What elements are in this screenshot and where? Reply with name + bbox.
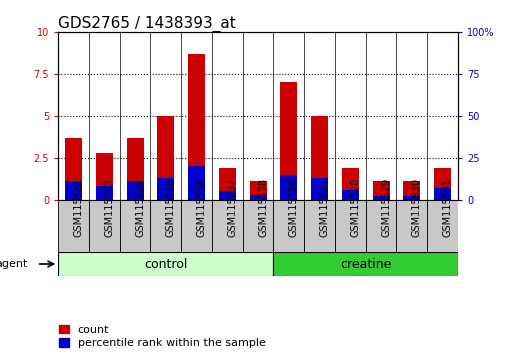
Bar <box>150 200 181 252</box>
Bar <box>65 138 82 200</box>
Bar <box>365 200 395 252</box>
Bar <box>126 181 143 200</box>
Text: GSM115534: GSM115534 <box>135 178 145 237</box>
Bar <box>273 200 304 252</box>
Text: GSM115528: GSM115528 <box>349 178 360 237</box>
Text: GSM115527: GSM115527 <box>319 178 329 237</box>
Bar <box>249 181 266 200</box>
Bar <box>181 200 212 252</box>
Bar <box>311 116 327 200</box>
Bar <box>372 181 389 200</box>
Text: GSM115535: GSM115535 <box>166 178 175 237</box>
Text: GSM115530: GSM115530 <box>411 178 421 237</box>
Bar <box>219 191 235 200</box>
Text: GSM115526: GSM115526 <box>288 178 298 237</box>
Bar <box>188 54 205 200</box>
Bar <box>402 196 420 200</box>
Bar <box>334 200 365 252</box>
Bar <box>280 175 296 200</box>
Text: GSM115536: GSM115536 <box>196 178 206 237</box>
Text: agent: agent <box>0 259 27 269</box>
Text: GSM115529: GSM115529 <box>380 178 390 237</box>
Bar <box>242 200 273 252</box>
Bar <box>212 200 242 252</box>
Bar <box>341 190 358 200</box>
Bar <box>157 178 174 200</box>
Bar <box>249 195 266 200</box>
Bar <box>89 200 120 252</box>
Bar <box>311 178 327 200</box>
Bar <box>95 186 113 200</box>
Text: GSM115533: GSM115533 <box>104 178 114 237</box>
Bar <box>126 138 143 200</box>
Bar <box>120 200 150 252</box>
Bar <box>402 181 420 200</box>
Bar <box>65 181 82 200</box>
Bar <box>280 82 296 200</box>
Bar <box>433 168 450 200</box>
Text: GSM115537: GSM115537 <box>227 178 237 237</box>
Bar <box>157 116 174 200</box>
Bar <box>219 168 235 200</box>
Bar <box>188 166 205 200</box>
Bar <box>372 196 389 200</box>
Bar <box>273 252 457 276</box>
Legend: count, percentile rank within the sample: count, percentile rank within the sample <box>59 325 265 348</box>
Text: GSM115538: GSM115538 <box>258 178 268 237</box>
Bar <box>433 188 450 200</box>
Bar <box>304 200 334 252</box>
Text: GSM115531: GSM115531 <box>442 178 451 237</box>
Bar <box>395 200 426 252</box>
Bar <box>58 200 89 252</box>
Bar <box>341 168 358 200</box>
Bar <box>426 200 457 252</box>
Bar <box>58 252 273 276</box>
Text: control: control <box>144 257 187 270</box>
Text: GSM115532: GSM115532 <box>73 178 83 237</box>
Text: GDS2765 / 1438393_at: GDS2765 / 1438393_at <box>58 16 235 32</box>
Text: creatine: creatine <box>339 257 390 270</box>
Bar <box>95 153 113 200</box>
